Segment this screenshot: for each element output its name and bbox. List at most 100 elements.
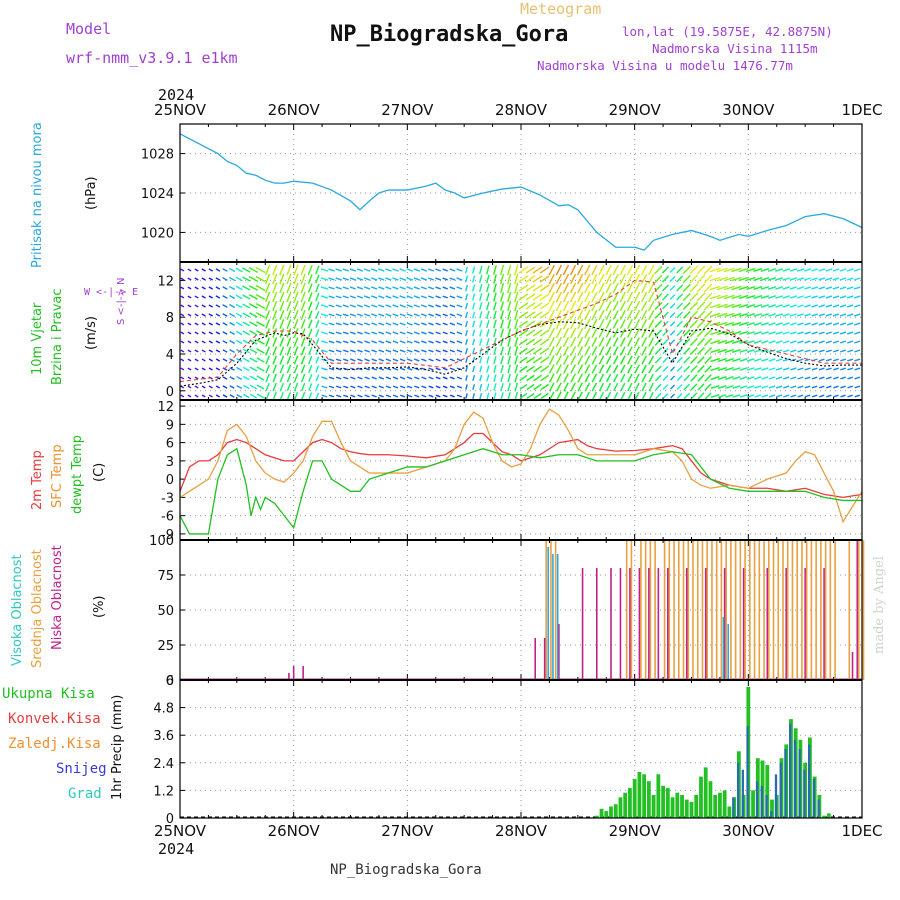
wind-arrow [818, 367, 825, 371]
wind-arrow [731, 312, 742, 318]
y-tick-label: 3.6 [153, 729, 174, 744]
wind-arrow [562, 318, 570, 330]
wind-arrow [697, 356, 705, 364]
wind-arrow [242, 339, 250, 345]
wind-arrow [641, 346, 647, 356]
wind-arrow [478, 265, 483, 275]
wind-arrow [825, 349, 832, 353]
wind-arrow [300, 300, 306, 312]
wind-arrow [539, 284, 550, 292]
wind-arrow [350, 349, 356, 353]
wind-arrow [704, 337, 713, 347]
wind-arrow [222, 367, 228, 371]
wind-arrow [392, 394, 399, 398]
wind-arrow [180, 367, 185, 371]
wind-arrow [420, 295, 427, 299]
wind-arrow [634, 373, 640, 383]
wind-arrow [321, 349, 328, 353]
wind-arrow [320, 286, 329, 290]
wind-arrow [549, 382, 555, 392]
wind-arrow [825, 358, 832, 362]
wind-arrow [378, 313, 385, 317]
wind-arrow [255, 303, 266, 309]
wind-arrow [648, 337, 655, 347]
wind-arrow [556, 382, 562, 392]
precip-bar [689, 801, 694, 818]
temp-line [179, 432, 863, 499]
wind-arrow [654, 311, 663, 319]
wind-arrow [300, 346, 306, 356]
wind-arrow [222, 358, 228, 362]
wind-arrow [335, 376, 342, 380]
y-tick-label: 0 [166, 812, 174, 827]
precip-bar [779, 762, 782, 818]
wind-arrow [584, 355, 591, 365]
wind-arrow [598, 282, 605, 294]
wind-arrow [493, 337, 497, 347]
wind-arrow [591, 318, 598, 330]
wind-arrow [584, 364, 591, 374]
wind-arrow [526, 392, 535, 400]
wind-arrow [525, 347, 535, 355]
wind-arrow [286, 391, 292, 401]
wind-arrow [364, 358, 370, 362]
wind-arrow [782, 304, 790, 308]
wind-arrow [222, 313, 228, 317]
wind-arrow [265, 364, 270, 374]
y-tick-label: 4.8 [153, 702, 174, 717]
wind-arrow [532, 302, 543, 310]
wind-arrow [797, 349, 804, 353]
wind-arrow [782, 295, 790, 299]
wind-arrow [584, 327, 591, 339]
wind-arrow [619, 264, 626, 276]
wind-arrow [533, 365, 542, 373]
wind-arrow [840, 349, 847, 353]
wind-arrow [641, 291, 648, 303]
wind-arrow [320, 304, 329, 308]
coords: lon,lat (19.5875E, 42.8875N) [622, 24, 833, 39]
wind-arrow [739, 349, 748, 353]
precip-bar [609, 806, 613, 818]
wind-arrow [839, 277, 847, 281]
y-tick-label: 6 [166, 674, 174, 689]
wind-arrow [648, 382, 654, 392]
wind-arrow [229, 330, 235, 336]
wind-arrow [235, 267, 243, 273]
wind-arrow [846, 277, 854, 281]
wind-arrow [208, 322, 213, 326]
wind-arrow [242, 303, 251, 309]
wind-arrow [591, 300, 598, 312]
wind-arrow [731, 294, 742, 300]
wind-arrow [825, 322, 832, 326]
wind-arrow [753, 340, 762, 344]
wind-arrow [532, 293, 543, 301]
wind-arrow [357, 358, 363, 362]
x-label-bottom: 27NOV [381, 822, 434, 840]
x-label-top: 26NOV [268, 101, 321, 119]
wind-arrow [514, 382, 519, 392]
wind-arrow [846, 313, 854, 317]
wind-arrow [371, 358, 377, 362]
wind-arrow [279, 382, 284, 392]
wind-arrow [526, 383, 535, 391]
wind-arrow [456, 385, 463, 389]
wind-arrow [839, 304, 847, 308]
wind-arrow [570, 382, 576, 392]
wind-arrow [493, 392, 497, 400]
wind-arrow [591, 264, 598, 276]
wind-arrow [265, 346, 270, 356]
wind-arrow [236, 366, 243, 372]
wind-arrow [300, 319, 306, 329]
wind-arrow [605, 319, 612, 329]
wind-arrow [690, 392, 698, 400]
wind-arrow [641, 319, 648, 329]
wind-arrow [479, 293, 483, 301]
wind-arrow [789, 277, 798, 281]
wind-arrow [654, 347, 662, 355]
wind-arrow [328, 268, 335, 272]
wind-arrow [500, 392, 504, 400]
wind-arrow [321, 376, 328, 380]
wind-arrow [328, 295, 335, 299]
wind-arrow [569, 273, 577, 285]
wind-arrow [789, 295, 797, 299]
